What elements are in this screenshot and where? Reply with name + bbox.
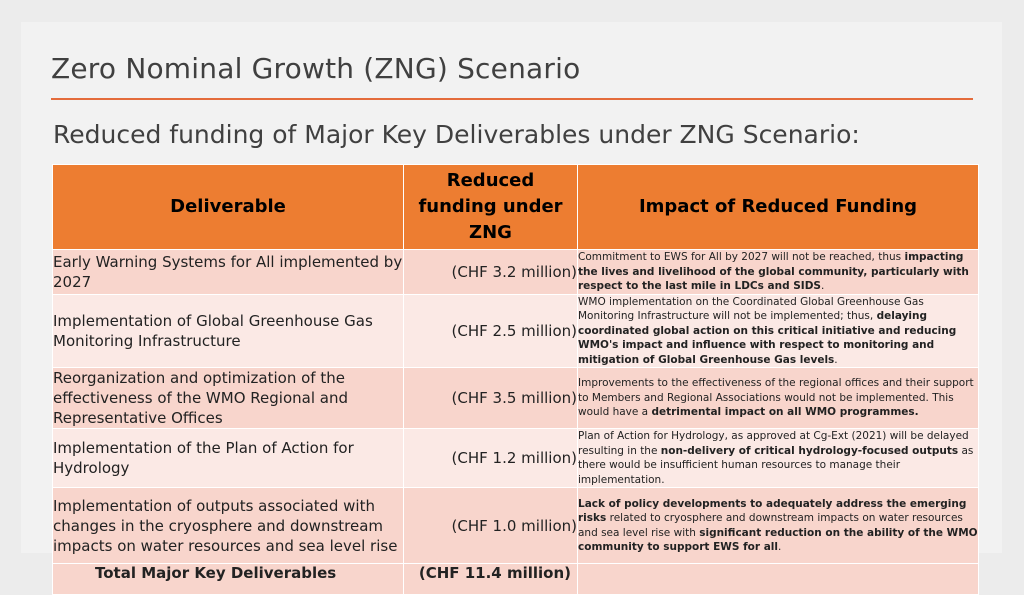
table-row: Implementation of Global Greenhouse Gas …	[52, 293, 979, 368]
deliverable-cell: Implementation of outputs associated wit…	[52, 487, 404, 564]
impact-text: Improvements to the effectiveness of the…	[578, 377, 974, 419]
impact-text-bold: impacting the lives and livelihood of th…	[578, 251, 969, 292]
impact-text: Commitment to EWS for All by 2027 will n…	[578, 251, 905, 263]
deliverables-table: Deliverable Reduced funding under ZNG Im…	[52, 164, 979, 595]
funding-cell: (CHF 1.0 million)	[403, 487, 578, 564]
impact-text: as there would be insufficient human res…	[578, 444, 974, 486]
deliverable-cell: Implementation of the Plan of Action for…	[52, 428, 404, 488]
impact-text: WMO implementation on the Coordinated Gl…	[578, 295, 924, 323]
impact-cell: Lack of policy developments to adequatel…	[577, 487, 979, 564]
table-row: Implementation of the Plan of Action for…	[52, 428, 979, 488]
title-divider	[51, 98, 973, 100]
slide-subtitle: Reduced funding of Major Key Deliverable…	[53, 120, 860, 149]
impact-cell: WMO implementation on the Coordinated Gl…	[577, 293, 979, 368]
table-row: Implementation of outputs associated wit…	[52, 487, 979, 564]
impact-text: .	[777, 541, 782, 553]
impact-text-bold: non-delivery of critical hydrology-focus…	[660, 444, 959, 457]
header-deliverable: Deliverable	[52, 164, 404, 250]
impact-cell: Improvements to the effectiveness of the…	[577, 367, 979, 429]
table-row: Early Warning Systems for All implemente…	[52, 249, 979, 295]
table-header-row: Deliverable Reduced funding under ZNG Im…	[52, 164, 979, 250]
impact-text: .	[834, 353, 838, 366]
header-impact: Impact of Reduced Funding	[577, 164, 979, 250]
deliverable-cell: Implementation of Global Greenhouse Gas …	[52, 293, 404, 368]
total-impact-cell	[577, 563, 979, 595]
impact-text: Plan of Action for Hydrology, as approve…	[578, 430, 969, 457]
total-funding: (CHF 11.4 million)	[403, 563, 578, 595]
funding-cell: (CHF 3.2 million)	[403, 249, 578, 295]
funding-cell: (CHF 1.2 million)	[403, 428, 578, 488]
impact-cell: Plan of Action for Hydrology, as approve…	[577, 428, 979, 488]
deliverable-cell: Reorganization and optimization of the e…	[52, 367, 404, 429]
impact-text: related to cryosphere and downstream imp…	[578, 512, 963, 539]
header-reduced-funding: Reduced funding under ZNG	[403, 164, 578, 250]
impact-text-bold: significant reduction on the ability of …	[578, 526, 978, 554]
impact-text: .	[821, 280, 825, 292]
impact-text-bold: Lack of policy developments to adequatel…	[578, 497, 967, 525]
total-label: Total Major Key Deliverables	[52, 563, 404, 595]
funding-cell: (CHF 3.5 million)	[403, 367, 578, 429]
deliverable-cell: Early Warning Systems for All implemente…	[52, 249, 404, 295]
table-row: Reorganization and optimization of the e…	[52, 367, 979, 429]
funding-cell: (CHF 2.5 million)	[403, 293, 578, 368]
impact-text-bold: delaying coordinated global action on th…	[578, 310, 957, 366]
impact-text-bold: detrimental impact on all WMO programmes…	[651, 406, 919, 419]
slide-title: Zero Nominal Growth (ZNG) Scenario	[51, 52, 581, 85]
impact-cell: Commitment to EWS for All by 2027 will n…	[577, 249, 979, 295]
total-row: Total Major Key Deliverables (CHF 11.4 m…	[52, 563, 979, 595]
